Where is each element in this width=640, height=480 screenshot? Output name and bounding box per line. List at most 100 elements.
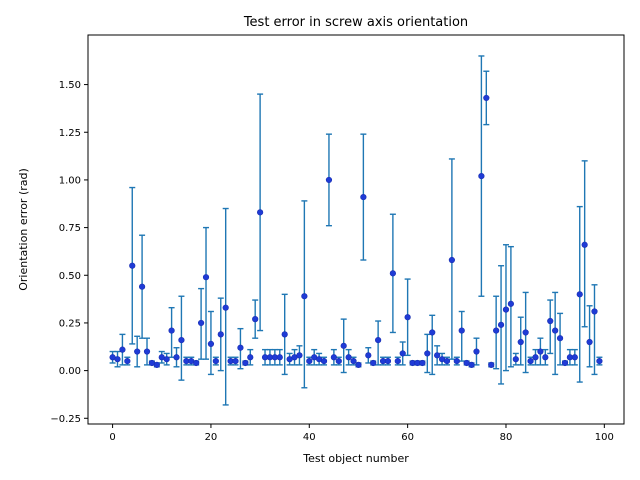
data-point: [493, 327, 500, 334]
data-point: [458, 327, 465, 334]
data-point: [561, 359, 569, 367]
data-point: [370, 359, 377, 367]
data-point: [114, 356, 121, 363]
data-point: [596, 357, 603, 365]
chart-title: Test error in screw axis orientation: [243, 15, 468, 30]
data-point: [138, 283, 146, 290]
data-point: [571, 354, 578, 361]
data-point: [257, 209, 264, 216]
data-point: [340, 342, 347, 349]
data-point: [448, 256, 455, 264]
data-point: [488, 361, 495, 368]
error-bar: [591, 284, 598, 376]
data-point: [222, 304, 229, 311]
data-point: [296, 352, 303, 359]
data-point: [320, 357, 328, 365]
data-point: [483, 94, 490, 102]
data-point: [330, 354, 337, 361]
data-point: [512, 356, 519, 363]
y-tick-label: 1.25: [59, 128, 81, 139]
error-bar: [458, 310, 465, 362]
error-bar: [203, 226, 210, 360]
data-point: [478, 173, 485, 180]
data-point: [355, 361, 362, 368]
data-point: [581, 241, 588, 248]
y-axis-ticks: −0.25 0.00 0.25 0.50 0.75 1.00 1.25 1.50: [50, 80, 88, 425]
data-point: [394, 357, 401, 365]
data-point: [281, 331, 288, 338]
data-point: [207, 340, 215, 348]
data-point: [193, 359, 200, 367]
x-tick-label: 60: [401, 432, 414, 443]
data-point: [325, 176, 333, 184]
data-point: [542, 354, 549, 361]
x-tick-label: 100: [595, 432, 614, 443]
data-point: [434, 352, 441, 359]
data-point: [419, 359, 426, 367]
data-point: [178, 336, 185, 344]
data-point: [247, 354, 254, 361]
error-bar: [429, 314, 436, 376]
data-point: [424, 350, 431, 357]
data-point: [591, 308, 598, 315]
data-point: [556, 335, 564, 342]
data-point: [335, 357, 342, 365]
x-axis-label: Test object number: [302, 452, 409, 465]
y-tick-label: 0.25: [59, 318, 81, 329]
data-point: [586, 338, 593, 346]
x-tick-label: 80: [500, 432, 513, 443]
data-point: [217, 331, 224, 338]
data-point: [517, 338, 524, 346]
data-point: [134, 348, 141, 355]
data-point: [443, 357, 451, 365]
x-tick-label: 40: [303, 432, 316, 443]
data-point: [389, 270, 396, 277]
data-point: [365, 352, 372, 359]
data-point: [345, 354, 352, 361]
data-point: [429, 329, 436, 336]
x-tick-label: 20: [205, 432, 218, 443]
data-point: [552, 327, 559, 334]
data-points: [109, 94, 603, 368]
data-point: [497, 321, 505, 328]
data-point: [237, 344, 244, 351]
data-point: [212, 357, 219, 365]
data-point: [198, 319, 205, 327]
y-axis-label: Orientation error (rad): [17, 168, 30, 291]
data-point: [507, 300, 514, 307]
data-point: [527, 357, 534, 365]
data-point: [143, 348, 151, 355]
data-point: [301, 293, 308, 300]
error-bar: [547, 299, 554, 355]
data-point: [124, 357, 131, 365]
axes-frame: [87, 34, 625, 425]
data-point: [537, 348, 544, 355]
data-point: [306, 357, 313, 365]
y-tick-label: 0.50: [59, 271, 81, 282]
data-point: [168, 327, 175, 334]
data-point: [532, 354, 539, 361]
y-tick-label: −0.25: [50, 414, 81, 425]
data-point: [453, 357, 460, 365]
data-point: [576, 291, 583, 298]
y-tick-label: 0.75: [59, 223, 81, 234]
data-point: [129, 262, 136, 269]
data-point: [173, 354, 180, 361]
data-point: [502, 306, 510, 313]
data-point: [375, 336, 382, 344]
data-point: [360, 193, 367, 201]
data-point: [232, 357, 239, 365]
data-point: [153, 361, 160, 368]
x-tick-label: 0: [109, 432, 115, 443]
data-point: [547, 317, 554, 325]
data-point: [350, 357, 357, 365]
data-point: [404, 314, 411, 321]
data-point: [276, 354, 283, 361]
data-point: [119, 346, 126, 353]
data-point: [399, 350, 406, 357]
data-point: [163, 356, 170, 363]
x-axis-ticks: 0 20 40 60 80 100: [109, 424, 614, 443]
y-tick-label: 1.50: [59, 80, 81, 91]
data-point: [522, 329, 529, 336]
